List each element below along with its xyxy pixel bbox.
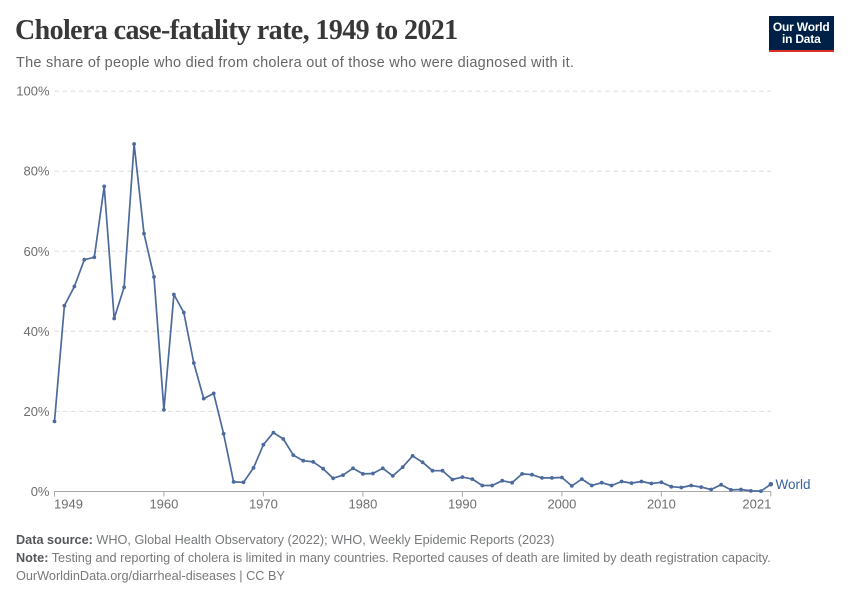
svg-text:2000: 2000	[547, 497, 576, 512]
svg-text:1970: 1970	[249, 497, 278, 512]
svg-text:100%: 100%	[16, 84, 50, 99]
svg-text:1960: 1960	[149, 497, 178, 512]
svg-text:2021: 2021	[742, 497, 771, 512]
svg-text:2010: 2010	[647, 497, 676, 512]
svg-text:1980: 1980	[348, 497, 377, 512]
svg-text:40%: 40%	[23, 324, 49, 339]
svg-text:0%: 0%	[31, 484, 50, 499]
svg-text:World: World	[776, 477, 811, 492]
svg-text:1949: 1949	[54, 497, 83, 512]
svg-text:60%: 60%	[23, 244, 49, 259]
svg-text:20%: 20%	[23, 404, 49, 419]
svg-text:80%: 80%	[23, 164, 49, 179]
svg-text:1990: 1990	[448, 497, 477, 512]
